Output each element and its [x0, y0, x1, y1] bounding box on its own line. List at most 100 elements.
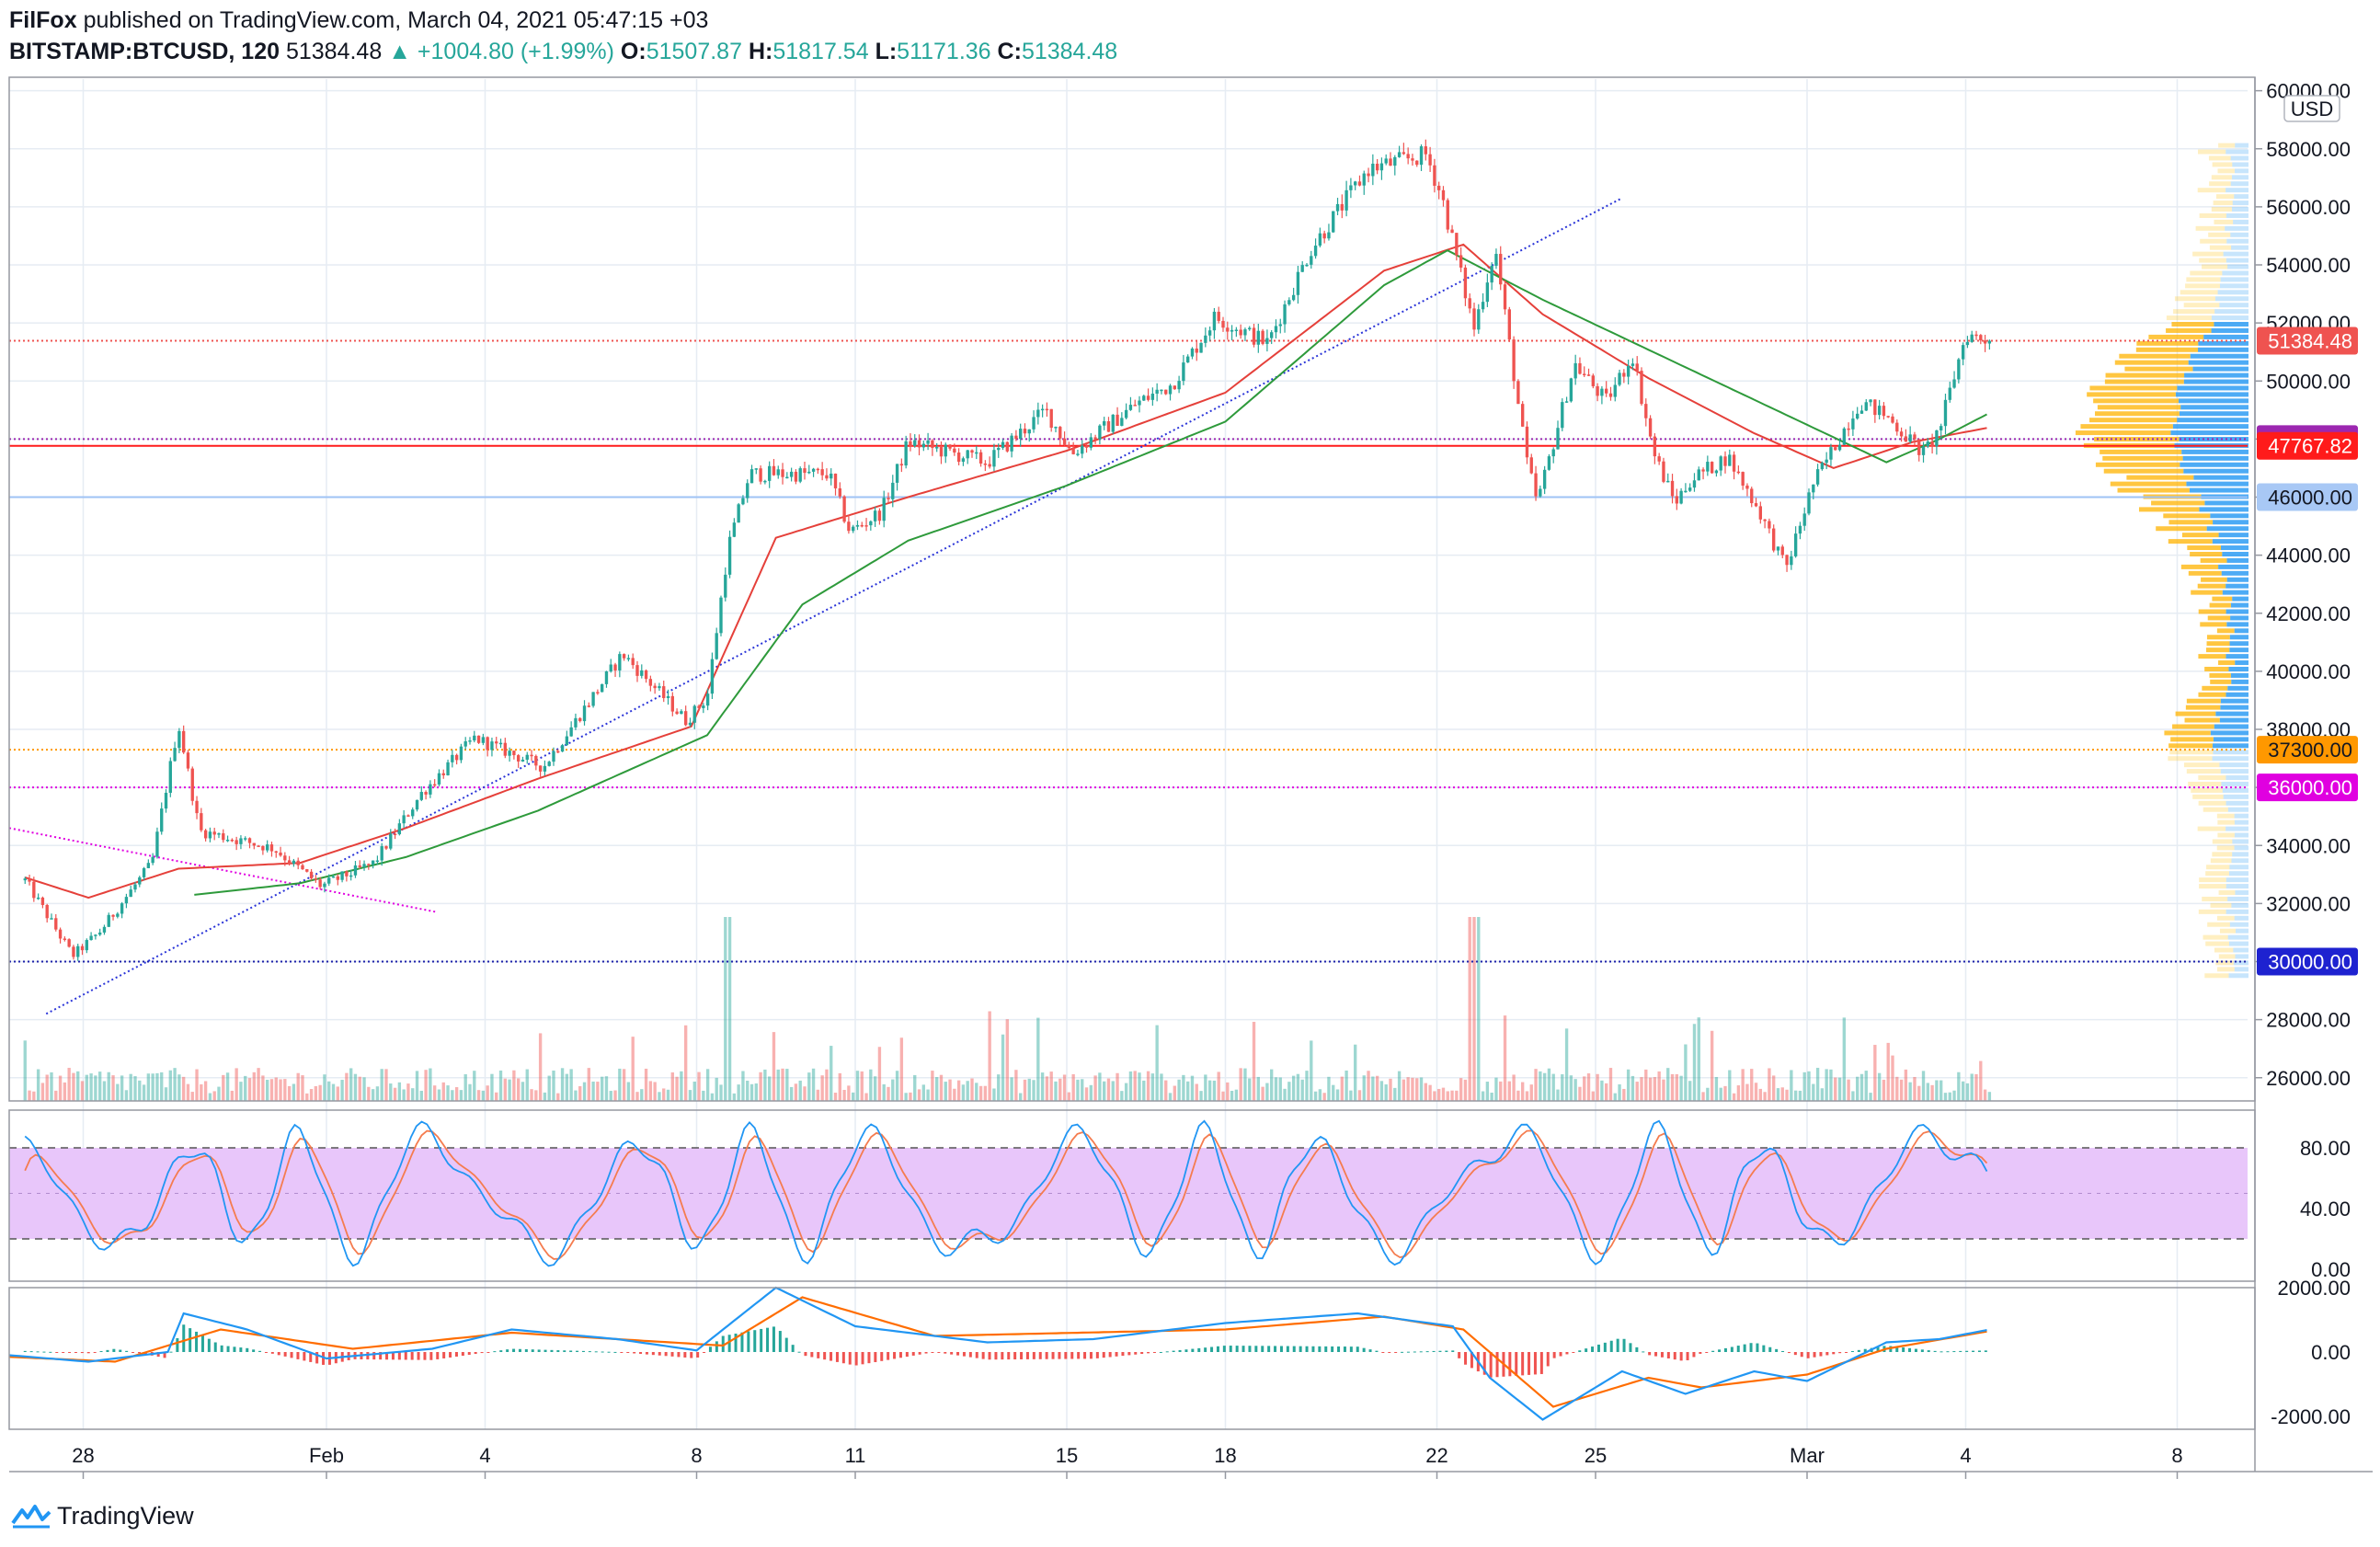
- candle-body[interactable]: [1859, 410, 1864, 414]
- candle-body[interactable]: [415, 799, 419, 810]
- candle-body[interactable]: [389, 833, 393, 849]
- candle-body[interactable]: [1732, 454, 1736, 472]
- candle-body[interactable]: [1040, 408, 1045, 411]
- candle-body[interactable]: [1829, 447, 1833, 460]
- candle-body[interactable]: [1349, 185, 1353, 190]
- candle-body[interactable]: [1812, 484, 1815, 493]
- candle-body[interactable]: [63, 938, 67, 940]
- candle-body[interactable]: [239, 838, 243, 844]
- candle-body[interactable]: [794, 471, 798, 482]
- candle-body[interactable]: [186, 752, 190, 769]
- candle-body[interactable]: [732, 522, 737, 537]
- candle-body[interactable]: [992, 450, 996, 467]
- candle-body[interactable]: [1856, 413, 1859, 419]
- candle-body[interactable]: [785, 476, 789, 479]
- candle-body[interactable]: [825, 475, 829, 479]
- candle-body[interactable]: [781, 469, 784, 477]
- candle-body[interactable]: [1692, 480, 1697, 488]
- candle-body[interactable]: [618, 654, 622, 670]
- candle-body[interactable]: [1723, 456, 1727, 466]
- candle-body[interactable]: [838, 487, 841, 497]
- candle-body[interactable]: [1133, 405, 1137, 407]
- candle-body[interactable]: [913, 440, 917, 446]
- candle-body[interactable]: [1124, 409, 1128, 418]
- candle-body[interactable]: [521, 759, 525, 762]
- candle-body[interactable]: [1736, 471, 1741, 474]
- trendline[interactable]: [8, 827, 438, 913]
- candle-body[interactable]: [1869, 399, 1872, 403]
- candle-body[interactable]: [1310, 256, 1313, 265]
- candle-body[interactable]: [305, 869, 309, 872]
- candle-body[interactable]: [1459, 255, 1463, 268]
- candle-body[interactable]: [269, 844, 274, 852]
- candle-body[interactable]: [1583, 373, 1586, 375]
- candle-body[interactable]: [1561, 402, 1564, 429]
- candle-body[interactable]: [1837, 444, 1842, 451]
- candle-body[interactable]: [327, 877, 331, 884]
- candle-body[interactable]: [1199, 342, 1203, 353]
- candle-body[interactable]: [1798, 525, 1802, 534]
- candle-body[interactable]: [705, 693, 710, 706]
- candle-body[interactable]: [146, 863, 151, 868]
- candle-body[interactable]: [1036, 409, 1040, 418]
- candle-body[interactable]: [1371, 164, 1375, 177]
- candle-body[interactable]: [1283, 304, 1287, 325]
- candle-body[interactable]: [384, 846, 388, 849]
- candle-body[interactable]: [816, 468, 820, 471]
- candle-body[interactable]: [1776, 546, 1780, 551]
- candle-body[interactable]: [58, 929, 63, 939]
- candle-body[interactable]: [1485, 282, 1490, 303]
- candle-body[interactable]: [124, 897, 129, 904]
- candle-body[interactable]: [473, 735, 476, 741]
- candle-body[interactable]: [1899, 431, 1904, 437]
- candle-body[interactable]: [217, 833, 221, 835]
- candle-body[interactable]: [1291, 294, 1296, 301]
- candle-body[interactable]: [419, 792, 423, 800]
- candle-body[interactable]: [970, 450, 974, 453]
- candle-body[interactable]: [1728, 454, 1732, 466]
- candle-body[interactable]: [1913, 434, 1917, 440]
- candle-body[interactable]: [944, 444, 947, 457]
- candle-body[interactable]: [1335, 203, 1340, 212]
- candle-body[interactable]: [1657, 456, 1661, 462]
- candle-body[interactable]: [1138, 400, 1141, 406]
- candle-body[interactable]: [1384, 158, 1388, 164]
- candle-body[interactable]: [393, 833, 397, 835]
- candle-body[interactable]: [80, 945, 85, 951]
- candle-body[interactable]: [1965, 341, 1970, 346]
- candle-body[interactable]: [28, 878, 31, 882]
- candle-body[interactable]: [222, 833, 225, 841]
- candle-body[interactable]: [235, 840, 238, 844]
- candle-body[interactable]: [94, 934, 97, 936]
- candle-body[interactable]: [538, 765, 543, 772]
- candle-body[interactable]: [340, 871, 344, 880]
- candle-body[interactable]: [1437, 185, 1441, 190]
- candle-body[interactable]: [909, 441, 912, 446]
- candle-body[interactable]: [168, 761, 172, 793]
- candle-body[interactable]: [715, 633, 718, 659]
- candle-body[interactable]: [1507, 309, 1511, 340]
- candle-body[interactable]: [107, 914, 110, 927]
- candle-body[interactable]: [1005, 441, 1009, 452]
- candle-body[interactable]: [688, 722, 692, 726]
- candle-body[interactable]: [318, 879, 322, 888]
- candle-body[interactable]: [1058, 427, 1062, 439]
- candle-body[interactable]: [1182, 362, 1185, 382]
- candle-body[interactable]: [1847, 428, 1850, 430]
- candle-body[interactable]: [1714, 470, 1719, 474]
- candle-body[interactable]: [1252, 327, 1256, 345]
- candle-body[interactable]: [1834, 447, 1837, 451]
- candle-body[interactable]: [463, 741, 467, 747]
- candle-body[interactable]: [1014, 435, 1018, 440]
- candle-body[interactable]: [1367, 173, 1370, 177]
- candle-body[interactable]: [1278, 324, 1282, 327]
- candle-body[interactable]: [274, 851, 278, 854]
- candle-body[interactable]: [1516, 381, 1520, 405]
- candle-body[interactable]: [852, 526, 855, 532]
- candle-body[interactable]: [1499, 254, 1503, 285]
- candle-body[interactable]: [72, 946, 75, 957]
- candle-body[interactable]: [1790, 556, 1793, 566]
- candle-body[interactable]: [899, 464, 904, 466]
- candle-body[interactable]: [1402, 152, 1406, 155]
- candle-body[interactable]: [1701, 469, 1705, 472]
